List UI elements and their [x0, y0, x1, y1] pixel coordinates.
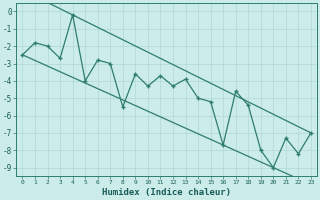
X-axis label: Humidex (Indice chaleur): Humidex (Indice chaleur) [102, 188, 231, 197]
